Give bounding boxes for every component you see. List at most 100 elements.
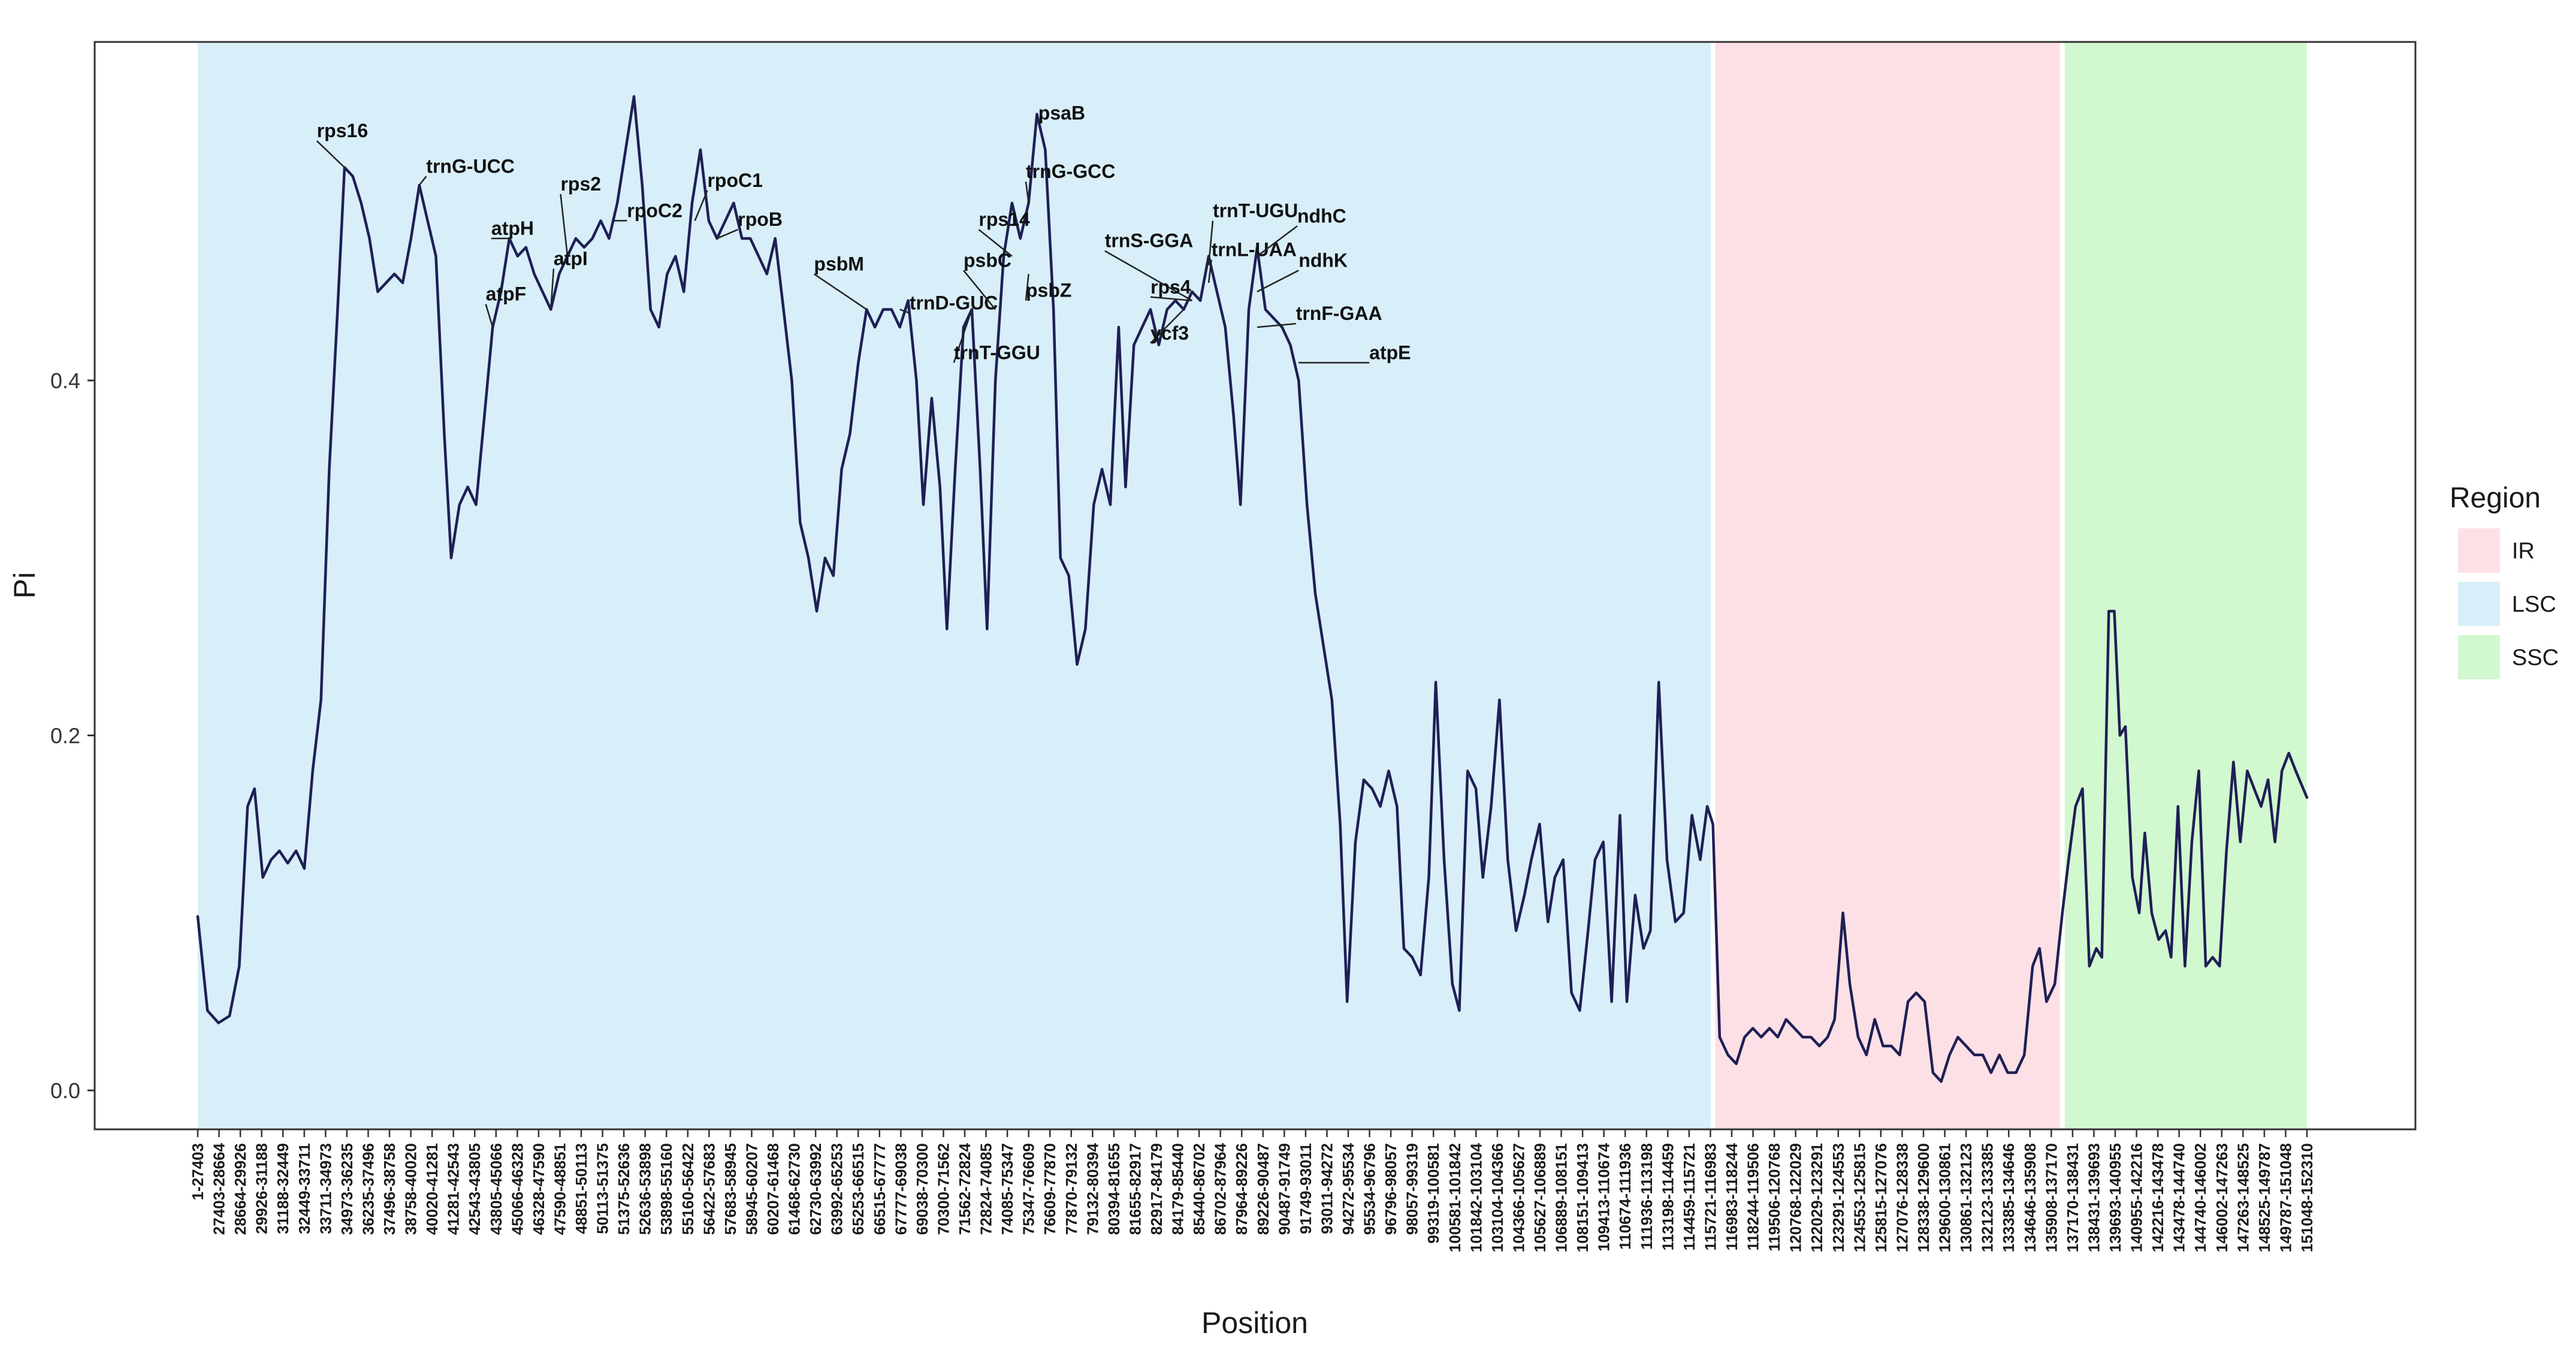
y-tick-label: 0.0 [50,1078,80,1103]
x-tick-label: 96796-98057 [1382,1143,1400,1235]
gene-leader-line [560,194,569,256]
legend-label-lsc: LSC [2512,592,2556,617]
x-tick-label: 137170-138431 [2064,1143,2082,1252]
x-tick-label: 129600-130861 [1936,1143,1954,1252]
x-tick-label: 85440-86702 [1190,1143,1208,1235]
x-tick-label: 82917-84179 [1147,1143,1165,1235]
x-tick-label: 138431-139693 [2085,1143,2103,1252]
x-tick-label: 144740-146002 [2191,1143,2209,1252]
x-tick-label: 124553-125815 [1850,1143,1868,1252]
x-tick-label: 67777-69038 [892,1143,910,1235]
x-tick-label: 94272-95534 [1339,1143,1357,1235]
gene-leader-line [1257,270,1299,292]
x-tick-label: 62730-63992 [807,1143,825,1235]
x-tick-label: 130861-132123 [1957,1143,1975,1252]
x-tick-label: 66515-67777 [871,1143,889,1235]
gene-leader-line [1025,182,1029,203]
x-tick-label: 53898-55160 [657,1143,675,1235]
x-tick-label: 69038-70300 [913,1143,931,1235]
gene-leader-line [1025,274,1029,301]
x-tick-label: 36235-37496 [359,1143,377,1235]
x-tick-label: 128338-129600 [1914,1143,1932,1252]
x-tick-label: 56422-57683 [700,1143,718,1235]
x-tick-label: 81655-82917 [1126,1143,1144,1235]
x-tick-label: 71562-72824 [956,1143,974,1235]
gene-leader-line [1257,322,1296,328]
x-tick-label: 27403-28664 [210,1143,228,1235]
x-tick-label: 113198-114459 [1659,1143,1677,1250]
x-tick-label: 125815-127076 [1872,1143,1890,1252]
gene-leader-line [1036,114,1040,123]
x-tick-label: 148525-149787 [2255,1143,2273,1252]
x-tick-label: 93011-94272 [1318,1143,1336,1234]
gene-leader-line [813,273,867,310]
gene-label: rpoC1 [707,170,762,191]
x-tick-label: 74085-75347 [998,1143,1016,1235]
x-tick-label: 61468-62730 [786,1143,804,1235]
x-tick-label: 95534-96796 [1361,1143,1379,1235]
x-tick-label: 87964-89226 [1233,1143,1251,1235]
x-tick-label: 46328-47590 [530,1143,548,1235]
gene-leader-line [485,304,494,328]
gene-leader-line [1150,309,1185,344]
x-tick-label: 108151-109413 [1574,1143,1591,1252]
gene-leader-line [694,190,708,221]
x-tick-label: 43805-45066 [487,1143,505,1235]
x-tick-label: 100581-101842 [1446,1143,1464,1252]
x-tick-label: 31188-32449 [274,1143,292,1234]
x-tick-label: 147263-148525 [2234,1143,2252,1252]
x-tick-label: 146002-147263 [2213,1143,2231,1252]
x-tick-label: 149787-151048 [2276,1143,2294,1252]
gene-label: psaB [1038,102,1085,123]
gene-leader-line [418,176,427,186]
x-tick-label: 58945-60207 [742,1143,760,1235]
gene-label: trnS-GGA [1105,230,1194,252]
x-tick-label: 77870-79132 [1062,1143,1080,1235]
x-tick-label: 127076-128338 [1893,1143,1911,1252]
x-tick-label: 99319-100581 [1424,1143,1442,1244]
x-tick-label: 134646-135908 [2021,1143,2039,1252]
x-tick-label: 55160-56422 [679,1143,697,1235]
x-tick-label: 115721-116983 [1701,1143,1719,1250]
x-tick-label: 139693-140955 [2106,1143,2124,1252]
gene-leader-line [899,309,910,314]
gene-label: ndhK [1298,249,1348,271]
x-tick-label: 133385-134646 [2000,1143,2018,1252]
gene-label: rpoC2 [627,200,682,221]
gene-leader-line [717,229,738,240]
x-tick-label: 51375-52636 [615,1143,633,1235]
x-tick-label: 76609-77870 [1041,1143,1059,1235]
x-tick-label: 45066-46328 [508,1143,526,1235]
x-tick-label: 57683-58945 [721,1143,739,1235]
gene-leader-line [1104,250,1192,301]
gene-label: trnT-UGU [1213,200,1298,221]
gene-leader-line [978,229,1013,257]
region-bands [198,43,2307,1129]
x-tick-label: 105627-106889 [1531,1143,1549,1252]
gene-label: atpE [1369,341,1411,363]
x-tick-label: 118244-119506 [1744,1143,1762,1250]
gene-label: psbM [814,253,864,274]
x-tick-label: 151048-152310 [2298,1143,2316,1252]
gene-label: atpH [491,217,534,239]
gene-leader-line [953,309,973,363]
x-tick-label: 34973-36235 [338,1143,356,1235]
gene-label: atpF [486,283,527,305]
x-tick-label: 28664-29926 [231,1143,249,1235]
legend: Region IR LSC SSC [2450,482,2559,679]
x-tick-label: 29926-31188 [253,1143,271,1234]
gene-label: ycf3 [1150,322,1189,344]
gene-leader-line [1207,259,1212,283]
x-tick-label: 122029-123291 [1808,1143,1826,1252]
gene-label: atpI [554,247,588,269]
gene-label: rps2 [560,173,601,195]
x-tick-label: 33711-34973 [316,1143,334,1234]
x-tick-label: 140955-142216 [2128,1143,2146,1252]
legend-title: Region [2450,482,2541,514]
y-axis-title: Pi [8,572,41,599]
x-tick-label: 123291-124553 [1829,1143,1847,1252]
x-tick-label: 37496-38758 [380,1143,398,1235]
gene-label: psbC [964,249,1011,271]
x-tick-label: 110674-111936 [1616,1143,1634,1250]
